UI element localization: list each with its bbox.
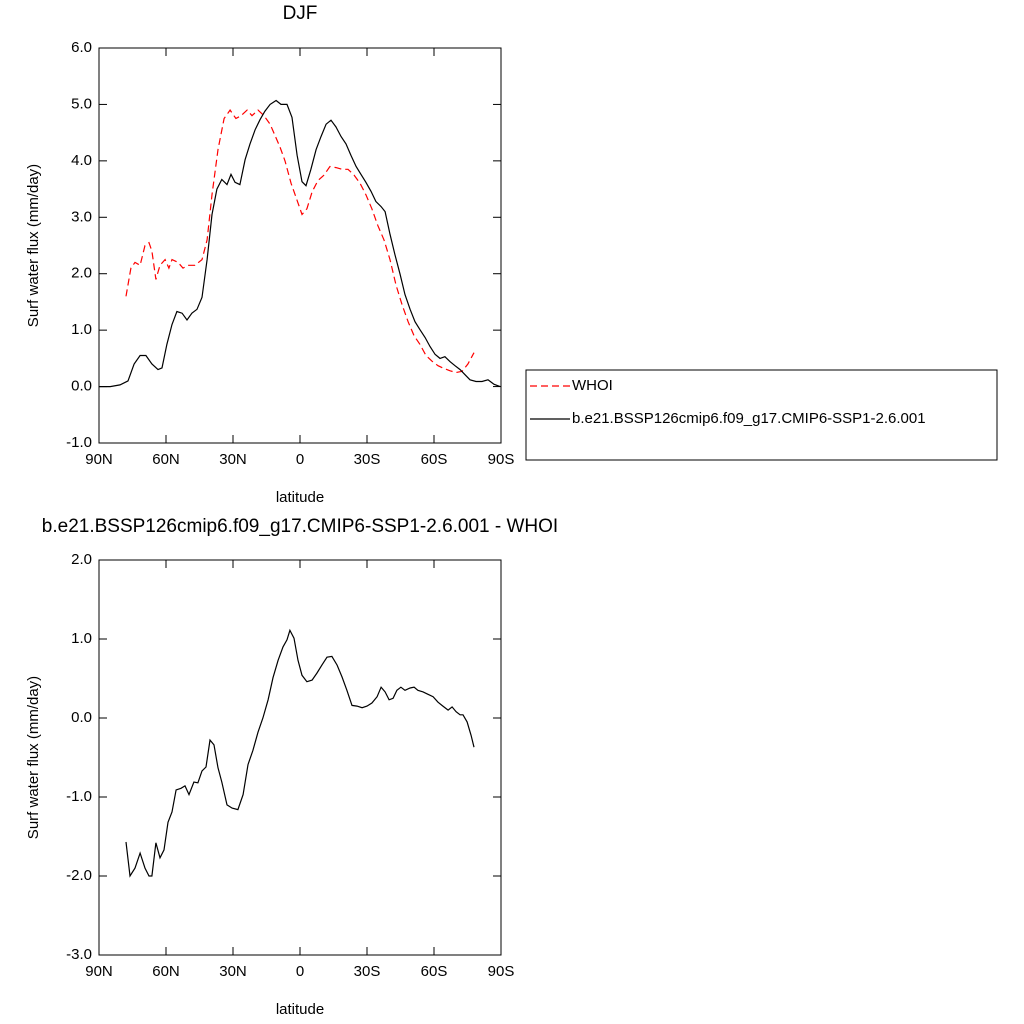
- x-tick-label: 90S: [488, 963, 515, 980]
- y-tick-label: -1.0: [66, 434, 92, 451]
- y-tick-label: 2.0: [71, 551, 92, 568]
- legend-box: [525, 369, 998, 461]
- x-tick-label: 90N: [85, 451, 113, 468]
- data-line: [125, 109, 475, 374]
- x-axis-label: latitude: [276, 1001, 324, 1018]
- data-line: [125, 628, 475, 878]
- y-axis-label: Surf water flux (mm/day): [25, 164, 42, 327]
- x-tick-label: 0: [296, 963, 304, 980]
- x-tick-label: 60N: [152, 963, 180, 980]
- legend-label: b.e21.BSSP126cmip6.f09_g17.CMIP6-SSP1-2.…: [572, 410, 926, 427]
- chart-title: DJF: [283, 3, 318, 24]
- x-tick-label: 90N: [85, 963, 113, 980]
- legend-label: WHOI: [572, 377, 613, 394]
- x-axis-label: latitude: [276, 489, 324, 506]
- y-tick-label: 2.0: [71, 265, 92, 282]
- y-tick-label: 0.0: [71, 378, 92, 395]
- y-tick-label: -2.0: [66, 867, 92, 884]
- y-tick-label: -3.0: [66, 946, 92, 963]
- y-tick-label: 3.0: [71, 208, 92, 225]
- x-tick-label: 60S: [421, 451, 448, 468]
- x-tick-label: 30N: [219, 451, 247, 468]
- x-tick-label: 60N: [152, 451, 180, 468]
- x-tick-label: 0: [296, 451, 304, 468]
- y-tick-label: 1.0: [71, 321, 92, 338]
- x-tick-label: 30N: [219, 963, 247, 980]
- y-tick-label: 5.0: [71, 95, 92, 112]
- y-tick-label: 1.0: [71, 630, 92, 647]
- plot-frame: [98, 47, 502, 444]
- chart-title: b.e21.BSSP126cmip6.f09_g17.CMIP6-SSP1-2.…: [42, 516, 558, 537]
- y-tick-label: 0.0: [71, 709, 92, 726]
- x-tick-label: 30S: [354, 451, 381, 468]
- data-line: [99, 99, 501, 388]
- y-axis-label: Surf water flux (mm/day): [25, 676, 42, 839]
- y-tick-label: 4.0: [71, 152, 92, 169]
- x-tick-label: 90S: [488, 451, 515, 468]
- plot-frame: [98, 559, 502, 956]
- x-tick-label: 60S: [421, 963, 448, 980]
- y-tick-label: 6.0: [71, 39, 92, 56]
- y-tick-label: -1.0: [66, 788, 92, 805]
- x-tick-label: 30S: [354, 963, 381, 980]
